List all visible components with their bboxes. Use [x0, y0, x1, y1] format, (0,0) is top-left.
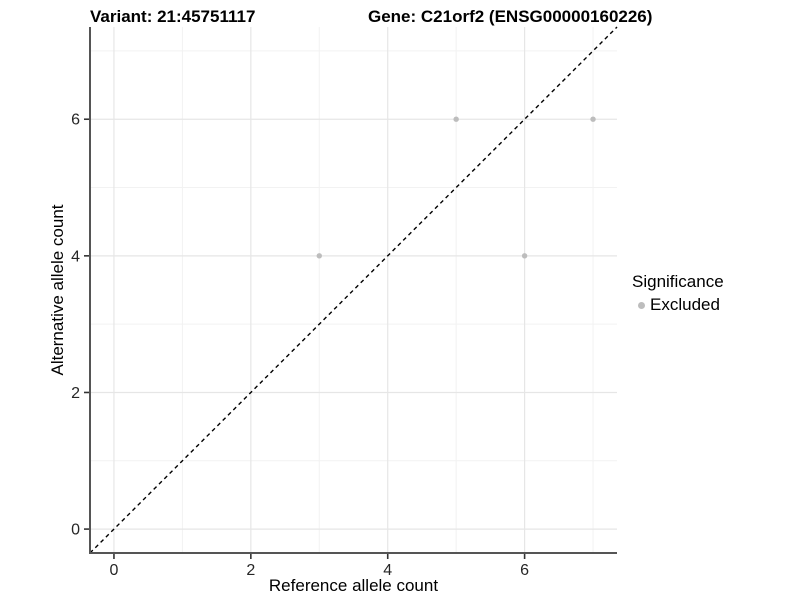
x-tick-label: 6 — [520, 562, 529, 579]
y-tick-label: 4 — [71, 248, 80, 265]
legend-key — [632, 301, 650, 309]
y-tick-label: 6 — [71, 112, 80, 129]
legend-entry: Excluded — [632, 295, 724, 315]
y-axis-label: Alternative allele count — [48, 204, 67, 376]
y-tick-label: 2 — [71, 385, 80, 402]
data-point — [590, 116, 596, 122]
data-point — [316, 253, 322, 259]
x-axis-label: Reference allele count — [268, 576, 439, 595]
gene-title: Gene: C21orf2 (ENSG00000160226) — [368, 7, 653, 26]
legend-entry-label: Excluded — [650, 295, 720, 314]
x-tick-label: 4 — [383, 562, 392, 579]
y-tick-label: 0 — [71, 522, 80, 539]
legend: Significance Excluded — [632, 272, 724, 315]
legend-title: Significance — [632, 272, 724, 291]
x-tick-label: 2 — [246, 562, 255, 579]
variant-title: Variant: 21:45751117 — [90, 7, 256, 26]
identity-line — [89, 26, 618, 554]
excluded-point-icon — [637, 301, 645, 309]
data-point — [521, 253, 528, 259]
x-tick-label: 0 — [110, 562, 119, 579]
data-point — [453, 116, 459, 122]
